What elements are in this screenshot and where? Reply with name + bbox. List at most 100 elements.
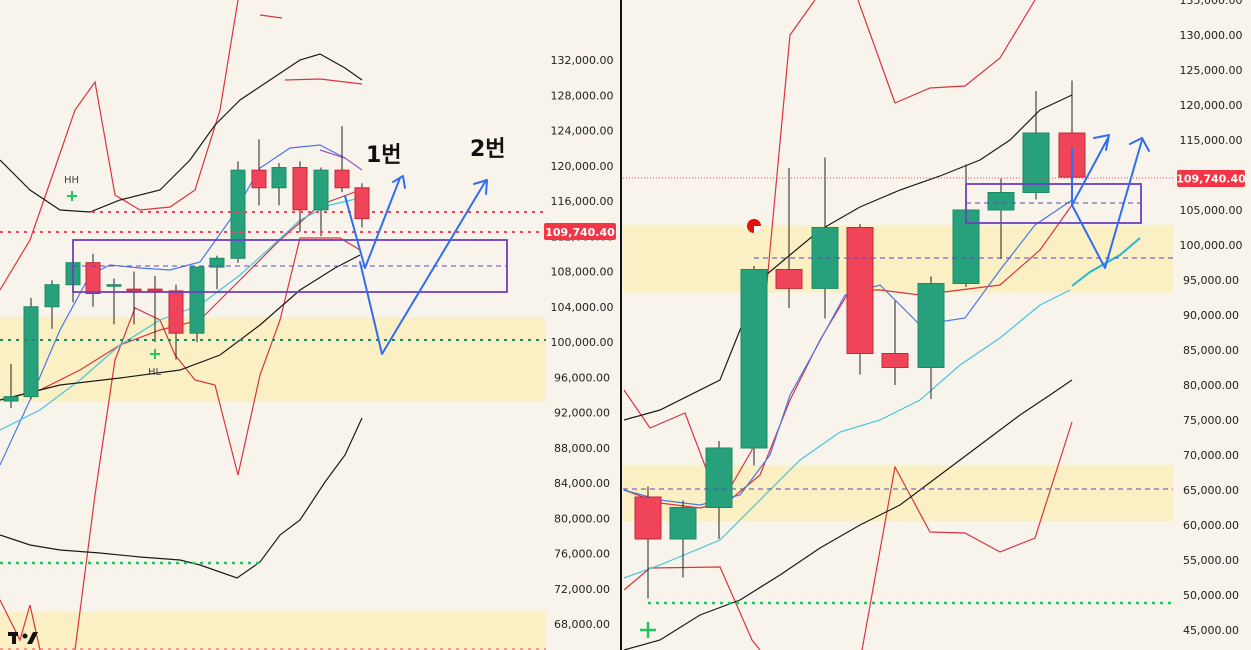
right-candle	[846, 224, 874, 375]
right-axis-tick: 115,000.00	[1180, 134, 1243, 147]
left-scenario-1-arrow	[344, 177, 401, 269]
left-candle-body	[251, 169, 267, 189]
right-candle	[1022, 91, 1050, 200]
right-candle-body	[775, 269, 803, 289]
right-candle-body	[881, 353, 909, 368]
right-candle-body	[917, 283, 945, 368]
left-axis-tick: 116,000.00	[551, 195, 614, 208]
right-upper-zone	[623, 225, 1173, 293]
left-candle-body	[126, 288, 142, 292]
label-hh: HH	[64, 175, 79, 186]
left-candle-body	[189, 266, 205, 334]
right-slow-ma	[623, 379, 1073, 650]
right-axis-tick: 65,000.00	[1183, 484, 1239, 497]
left-fast-ma	[0, 144, 346, 466]
right-candle	[775, 168, 803, 308]
annotation-1beon: 1번	[366, 143, 402, 168]
left-candle	[313, 167, 329, 237]
right-axis-tick: 60,000.00	[1183, 519, 1239, 532]
left-candle-body	[313, 169, 329, 211]
left-candle-body	[44, 284, 60, 308]
left-scenario-1-head	[392, 175, 406, 189]
right-axis-tick: 120,000.00	[1180, 99, 1243, 112]
right-axis-tick: 80,000.00	[1183, 379, 1239, 392]
right-axis-tick: 85,000.00	[1183, 344, 1239, 357]
left-axis-tick: 92,000.00	[554, 407, 610, 420]
alert-dot-icon	[747, 219, 761, 233]
left-axis-tick: 120,000.00	[551, 160, 614, 173]
right-lower-band-line	[623, 566, 761, 650]
left-axis-tick: 124,000.00	[551, 125, 614, 138]
left-lower-band-line	[74, 237, 361, 650]
left-candle	[189, 266, 205, 342]
left-candle-body	[23, 306, 39, 398]
right-axis-tick: 50,000.00	[1183, 589, 1239, 602]
left-hh-marker-icon	[67, 191, 77, 201]
left-candle	[292, 161, 308, 232]
left-candle	[251, 139, 267, 206]
left-candle	[106, 278, 122, 325]
left-candle	[126, 271, 142, 325]
left-axis-tick: 104,000.00	[551, 301, 614, 314]
right-upper-band-end	[857, 0, 1036, 104]
left-hl-marker-icon	[150, 349, 160, 359]
left-support-zone	[0, 317, 546, 402]
right-candle-body	[987, 192, 1015, 211]
right-axis-tick: 100,000.00	[1180, 239, 1243, 252]
right-cyan-ma	[623, 289, 1071, 579]
right-axis-tick: 105,000.00	[1180, 204, 1243, 217]
right-axis-tick: 70,000.00	[1183, 449, 1239, 462]
left-candle	[23, 297, 39, 400]
right-candle-body	[705, 447, 733, 508]
left-axis-tick: 100,000.00	[551, 336, 614, 349]
right-axis-tick: 130,000.00	[1180, 29, 1243, 42]
right-candle-body	[846, 227, 874, 354]
left-scenario-2-arrow	[359, 181, 486, 355]
right-axis-tick: 75,000.00	[1183, 414, 1239, 427]
right-candle	[705, 441, 733, 539]
left-candle	[168, 284, 184, 360]
right-axis-tick: 45,000.00	[1183, 624, 1239, 637]
right-candle-body	[740, 269, 768, 449]
left-candle-body	[334, 169, 350, 189]
right-candle-body	[669, 507, 697, 540]
right-cyan-projection	[1071, 237, 1141, 287]
right-scenario-2-arrow	[1071, 139, 1143, 269]
right-upper-ma	[623, 94, 1073, 421]
right-axis-tick: 125,000.00	[1180, 64, 1243, 77]
right-scenario-1-head	[1093, 134, 1110, 151]
left-candle	[3, 364, 19, 409]
left-purple-ma	[319, 149, 363, 171]
left-candle-body	[271, 167, 287, 189]
left-lower-band-start	[0, 599, 41, 650]
right-candle	[987, 178, 1015, 259]
left-candle	[85, 253, 101, 307]
right-axis-tick: 55,000.00	[1183, 554, 1239, 567]
right-price-label: 109,740.40	[1176, 173, 1246, 186]
right-lower-band-rise	[861, 421, 1073, 650]
left-candle-body	[354, 187, 370, 220]
left-axis-tick: 72,000.00	[554, 583, 610, 596]
left-long-ma	[0, 417, 363, 579]
left-candle	[271, 163, 287, 206]
left-candle-body	[209, 257, 225, 268]
right-axis-tick: 90,000.00	[1183, 309, 1239, 322]
right-candle-body	[634, 496, 662, 540]
left-scenario-2-head	[473, 179, 488, 195]
left-candle-body	[85, 262, 101, 295]
left-upper-band-top	[259, 14, 283, 19]
left-axis-tick: 108,000.00	[551, 266, 614, 279]
left-axis-tick: 76,000.00	[554, 548, 610, 561]
left-candle-body	[3, 396, 19, 402]
right-axis-tick: 135,000.00	[1180, 0, 1243, 7]
right-scenario-2-head	[1129, 137, 1150, 152]
right-candle	[669, 500, 697, 578]
left-candle	[209, 255, 225, 290]
left-candle-body	[292, 167, 308, 211]
left-price-label: 109,740.40	[545, 226, 615, 239]
tradingview-logo-icon	[8, 632, 38, 644]
left-axis-tick: 128,000.00	[551, 89, 614, 102]
left-axis-tick: 132,000.00	[551, 54, 614, 67]
